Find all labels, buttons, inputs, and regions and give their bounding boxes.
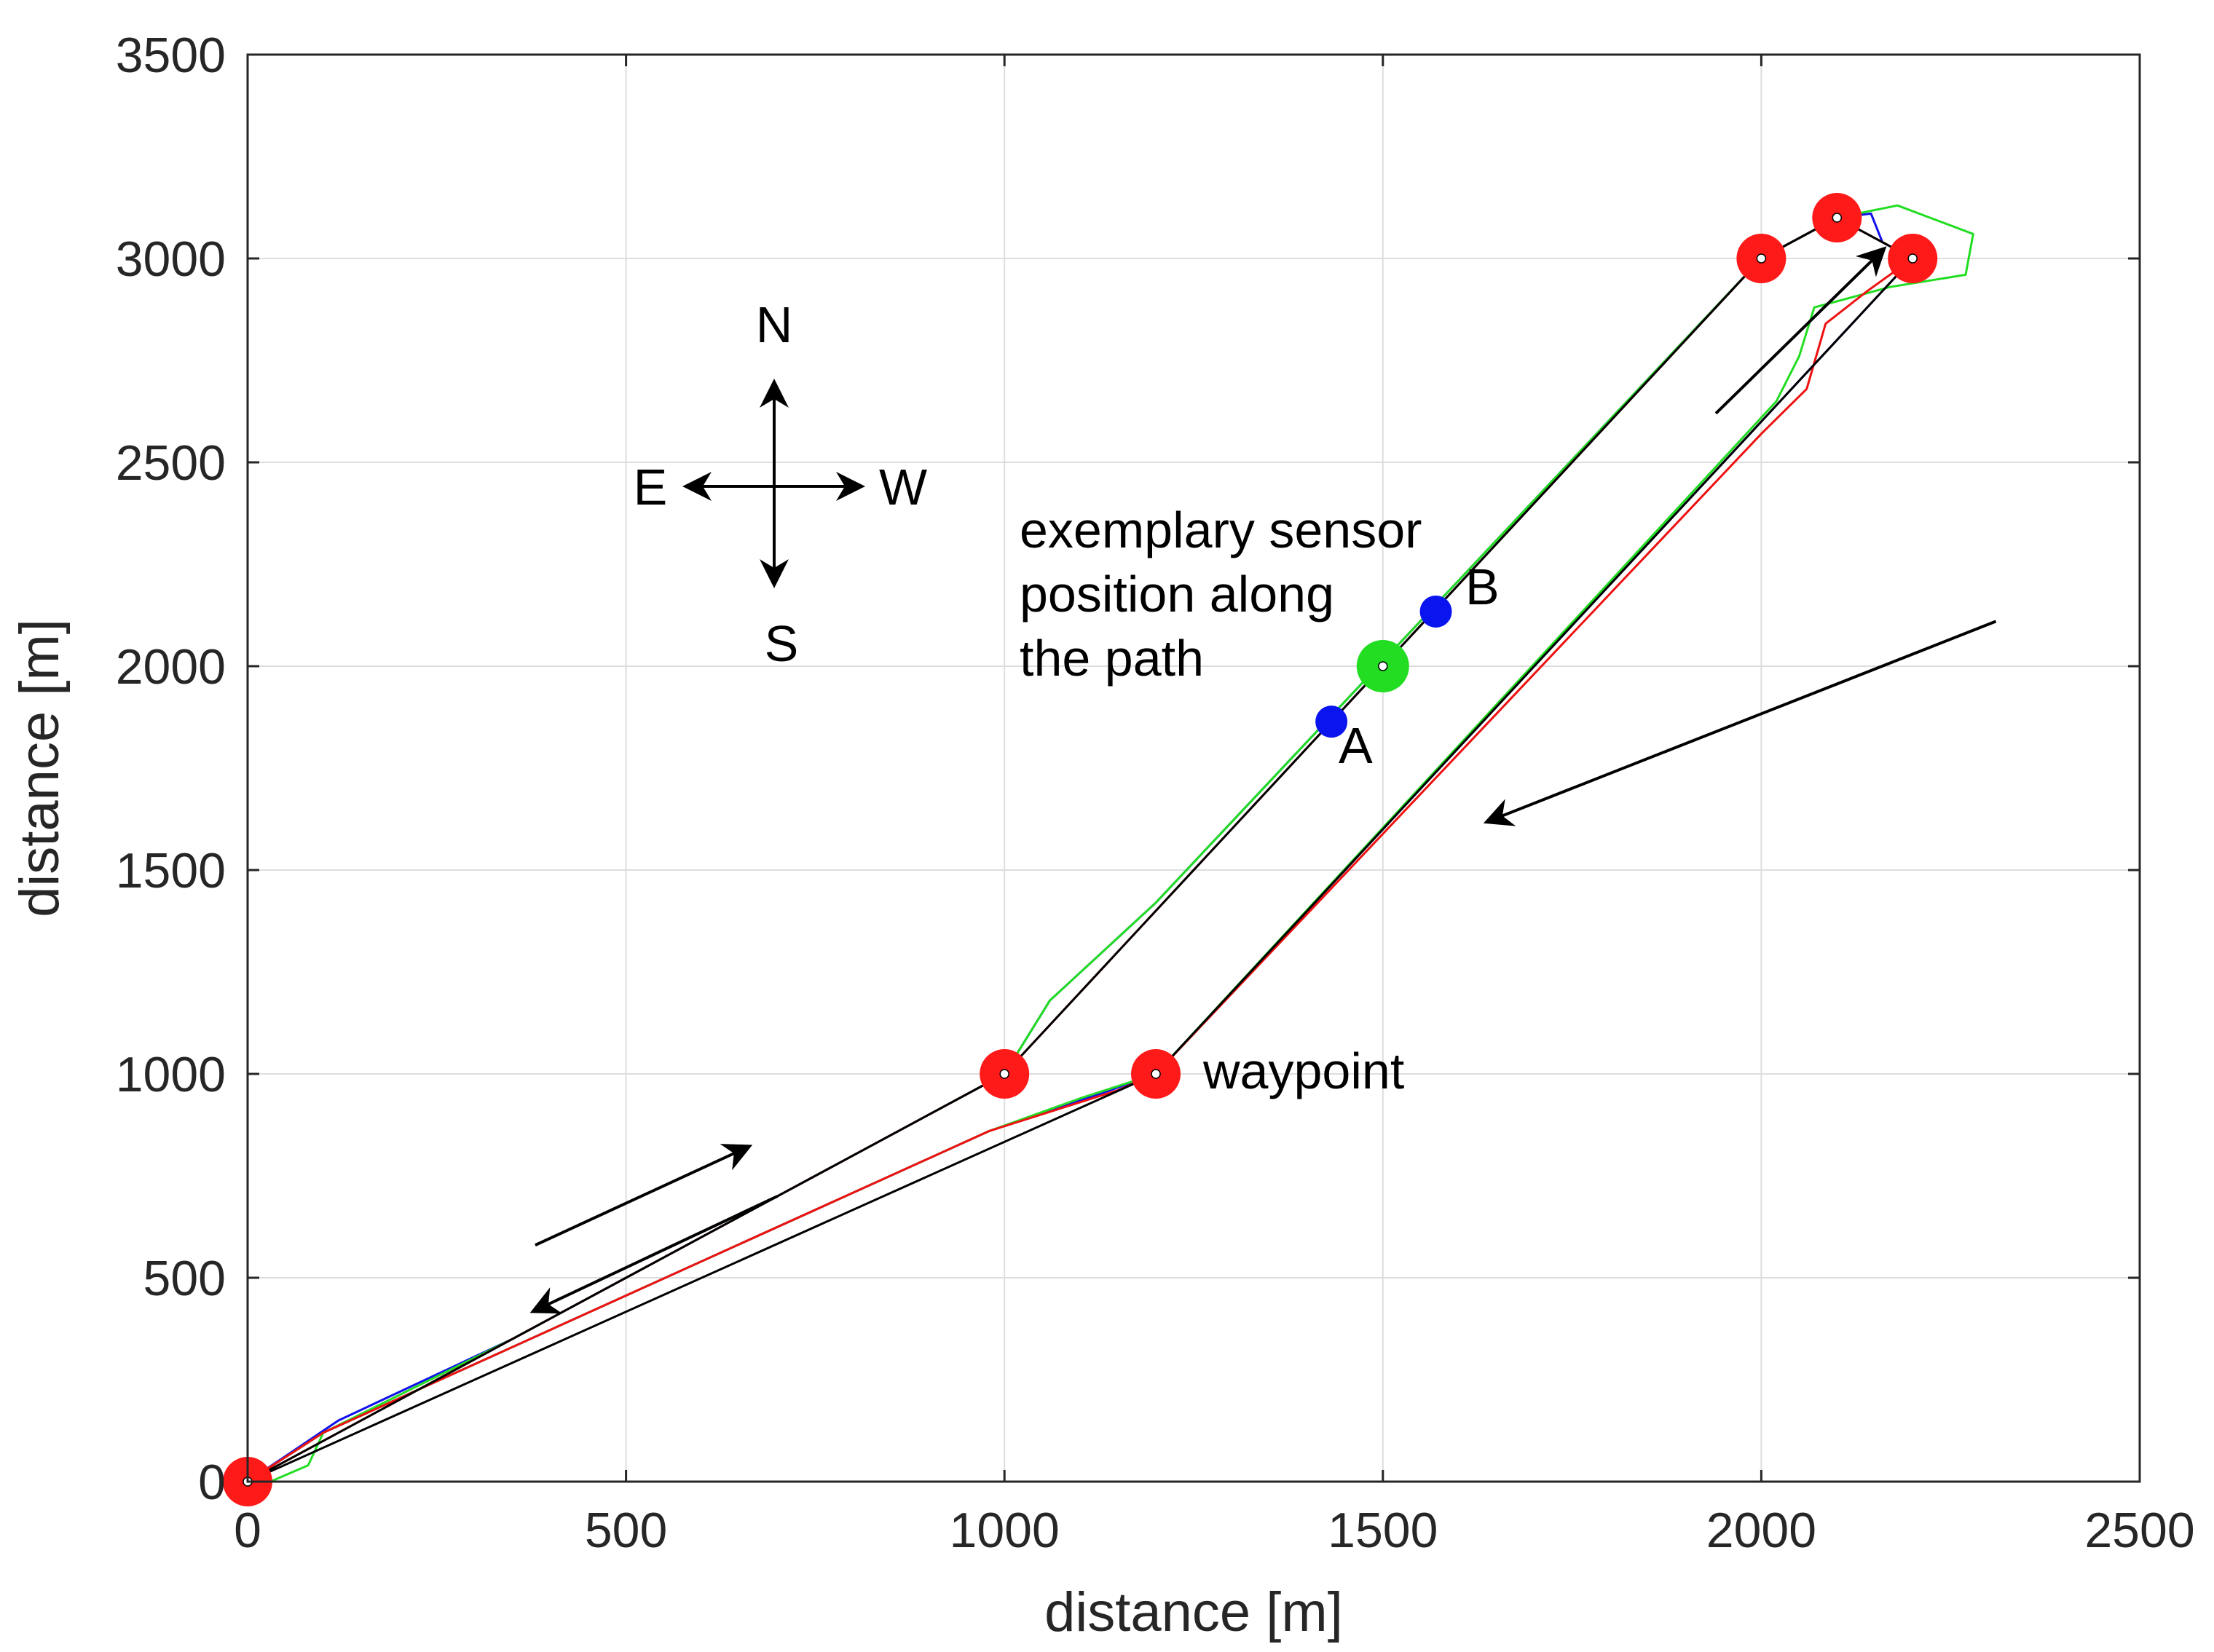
x-tick-label: 2500 — [2084, 1503, 2194, 1558]
x-tick-label: 2000 — [1706, 1503, 1816, 1558]
x-tick-label: 0 — [234, 1503, 261, 1558]
y-tick-label: 1000 — [116, 1047, 226, 1102]
x-tick-label: 1500 — [1328, 1503, 1438, 1558]
compass-rose: N S E W — [634, 296, 927, 672]
waypoint-marker-center — [1151, 1069, 1161, 1079]
waypoint-marker-center — [1907, 253, 1918, 264]
compass-south-label: S — [765, 615, 799, 672]
y-tick-label: 2000 — [116, 639, 226, 695]
direction-arrow-icon — [1714, 246, 1887, 415]
waypoint-marker-center — [1756, 253, 1767, 264]
y-tick-label: 3500 — [116, 28, 226, 83]
y-tick-label: 1500 — [116, 843, 226, 898]
y-tick-label: 0 — [198, 1455, 226, 1510]
sensor-annotation-line-1: exemplary sensor — [1020, 502, 1422, 558]
sensor-label-a: A — [1339, 717, 1373, 774]
y-axis-label: distance [m] — [9, 619, 71, 917]
direction-arrow-icon — [1483, 620, 1997, 826]
x-axis-label: distance [m] — [1044, 1581, 1343, 1643]
series-blue-track — [247, 212, 1914, 1483]
series-green-track — [247, 204, 1974, 1483]
sensor-position-center — [1378, 661, 1388, 671]
waypoint-marker-center — [999, 1069, 1009, 1079]
y-tick-label: 3000 — [116, 232, 226, 287]
sensor-annotation-line-2: position along — [1020, 566, 1334, 623]
direction-arrow-icon — [529, 1195, 779, 1314]
sensor-point-a — [1315, 706, 1348, 738]
sensor-annotation: exemplary sensor position along the path — [1020, 502, 1422, 687]
compass-west-label: W — [879, 459, 927, 515]
sensor-label-b: B — [1465, 558, 1500, 615]
x-tick-label: 1000 — [950, 1503, 1060, 1558]
direction-arrow-icon — [535, 1144, 753, 1247]
series-red-track — [247, 216, 1914, 1483]
sensor-point-b — [1419, 595, 1452, 628]
sensor-annotation-line-3: the path — [1020, 630, 1204, 687]
series-planned-path — [247, 216, 1914, 1483]
compass-north-label: N — [756, 296, 793, 353]
compass-east-label: E — [634, 459, 668, 515]
waypoint-annotation: waypoint — [1202, 1043, 1404, 1099]
y-tick-label: 500 — [143, 1251, 226, 1306]
waypoint-marker-center — [1832, 213, 1843, 223]
y-tick-label: 2500 — [116, 435, 226, 491]
plot-frame — [246, 53, 2141, 1483]
x-tick-label: 500 — [585, 1503, 667, 1558]
